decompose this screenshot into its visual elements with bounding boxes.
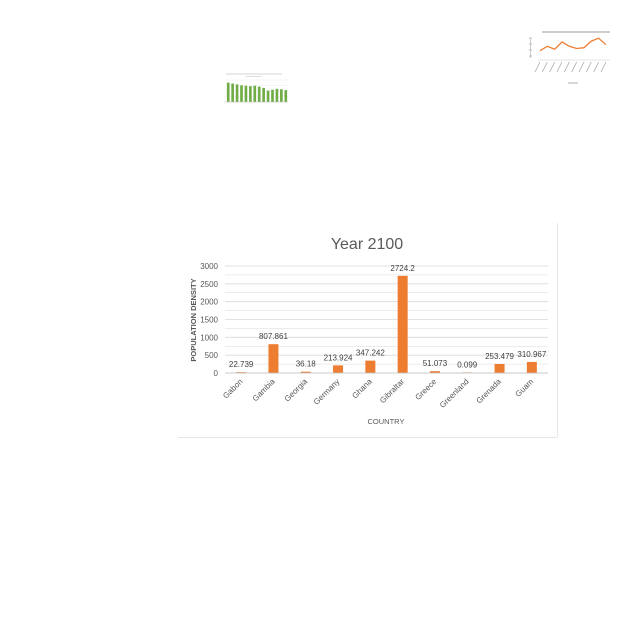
data-label-gabon: 22.739 bbox=[229, 360, 254, 369]
thumb-line-xtick bbox=[578, 61, 585, 73]
thumb-bar bbox=[275, 88, 279, 102]
thumb-bar bbox=[271, 89, 274, 102]
thumb-bar bbox=[266, 90, 270, 102]
y-tick-label: 500 bbox=[205, 351, 219, 360]
y-tick-label: 1500 bbox=[200, 316, 218, 325]
thumb-bar bbox=[226, 82, 230, 102]
data-label-gambia: 807.861 bbox=[259, 332, 288, 341]
main-chart: Year 2100 0 500 1000 1500 2000 2500 3000 22.73… bbox=[178, 223, 558, 438]
thumb-bar bbox=[257, 86, 261, 102]
y-tick-label: 0 bbox=[214, 369, 219, 378]
data-label-greece: 51.073 bbox=[423, 359, 448, 368]
bar-gibraltar bbox=[397, 275, 408, 373]
thumb-bar bbox=[244, 85, 248, 102]
thumb-bar-title-lines bbox=[226, 73, 282, 77]
thumb-bar bbox=[231, 83, 234, 102]
y-tick-label: 3000 bbox=[200, 262, 218, 271]
thumb-line-xticks bbox=[534, 61, 607, 73]
thumb-line-xtick bbox=[556, 61, 563, 73]
bar-germany bbox=[333, 365, 344, 373]
data-label-georgia: 36.18 bbox=[296, 360, 317, 369]
bar-guam bbox=[526, 361, 537, 373]
y-axis-ticks: 0 500 1000 1500 2000 2500 3000 bbox=[200, 262, 218, 378]
thumb-bar bbox=[262, 87, 265, 102]
y-tick-label: 2000 bbox=[200, 298, 218, 307]
data-label-grenada: 253.479 bbox=[485, 352, 514, 361]
thumb-line-background bbox=[528, 28, 612, 90]
bar-georgia bbox=[300, 371, 311, 373]
thumbnail-line-chart bbox=[528, 28, 612, 90]
thumb-line-xtick bbox=[571, 61, 578, 73]
thumb-bar bbox=[253, 85, 257, 102]
x-axis-label: COUNTRY bbox=[368, 417, 405, 426]
y-tick-label: 1000 bbox=[200, 333, 218, 342]
chart-title: Year 2100 bbox=[331, 236, 403, 253]
main-chart-background bbox=[178, 223, 558, 437]
data-label-greenland: 0.099 bbox=[457, 360, 478, 369]
thumb-bar bbox=[235, 84, 239, 102]
thumb-line-xtick bbox=[585, 61, 592, 73]
thumb-line-xtick bbox=[563, 61, 570, 73]
thumb-line-series bbox=[539, 37, 607, 52]
y-axis-label: POPULATION DENSITY bbox=[189, 278, 198, 361]
thumb-line-xtick bbox=[534, 61, 541, 73]
bar-ghana bbox=[365, 360, 376, 373]
thumb-bar bbox=[249, 86, 252, 102]
bar-grenada bbox=[494, 363, 505, 373]
y-tick-label: 2500 bbox=[200, 280, 218, 289]
thumbnail-bar-chart bbox=[218, 71, 288, 109]
thumb-line-xtick bbox=[600, 61, 607, 73]
bar-gambia bbox=[268, 344, 279, 373]
thumb-line-xtick bbox=[549, 61, 556, 73]
thumb-line-xtick bbox=[593, 61, 600, 73]
data-label-germany: 213.924 bbox=[324, 353, 353, 362]
thumb-bar bbox=[280, 89, 283, 102]
thumb-bars bbox=[226, 82, 288, 102]
data-label-guam: 310.967 bbox=[517, 350, 546, 359]
grid-lines bbox=[225, 265, 548, 374]
bars bbox=[236, 275, 537, 373]
thumb-bar bbox=[284, 90, 288, 102]
bar-gabon bbox=[236, 372, 247, 373]
thumb-bar bbox=[240, 85, 243, 102]
data-label-ghana: 347.242 bbox=[356, 349, 385, 358]
thumb-line-yticks bbox=[529, 37, 532, 58]
data-label-gibraltar: 2724.2 bbox=[390, 264, 415, 273]
thumb-line-xtick bbox=[541, 61, 548, 73]
bar-greece bbox=[429, 371, 440, 373]
